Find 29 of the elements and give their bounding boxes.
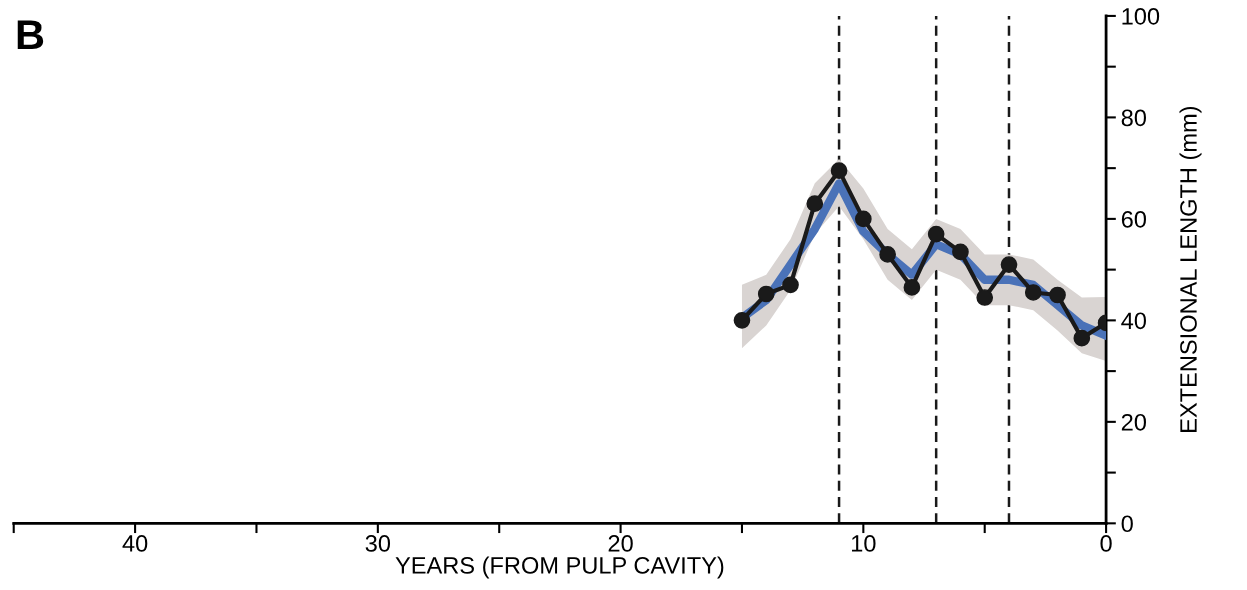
y-tick-label: 100 [1122,8,1160,25]
y-tick-label: 40 [1121,312,1147,330]
x-axis-title: YEARS (FROM PULP CAVITY) [395,556,724,579]
point [1073,329,1091,347]
point [806,195,824,213]
point [903,279,921,296]
point [733,312,751,329]
y-axis-title: EXTENSIONAL LENGTH (mm) [1179,106,1202,432]
y-tick-label: 20 [1121,413,1147,431]
point [782,276,799,294]
point [1049,286,1066,304]
point [952,243,969,261]
point [757,285,775,303]
point [976,289,994,306]
x-tick-label: 10 [852,535,876,552]
point [855,210,872,228]
y-tick-label: 80 [1121,109,1147,127]
point [1024,284,1042,301]
point [879,246,896,263]
point [927,225,945,243]
point [830,162,848,180]
annotation: B [17,20,44,50]
y-tick-label: 0 [1121,515,1133,533]
x-tick-label: 0 [1100,535,1112,552]
x-tick-label: 20 [608,535,633,552]
x-tick-label: 30 [365,535,391,552]
y-tick-label: 60 [1121,210,1147,228]
x-tick-label: 40 [122,535,148,552]
point [1000,256,1018,273]
